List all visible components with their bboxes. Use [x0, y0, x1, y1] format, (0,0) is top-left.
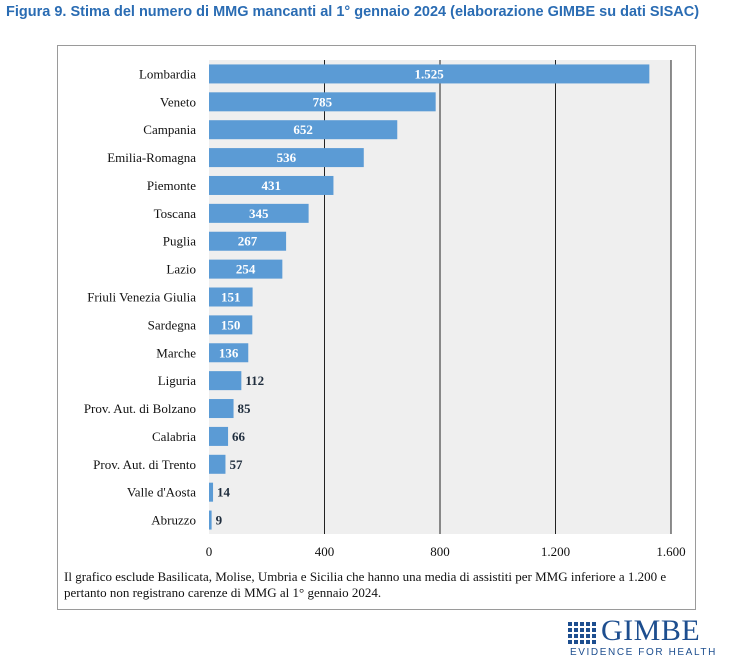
bar [209, 482, 214, 502]
category-label: Sardegna [148, 317, 197, 332]
bar [209, 175, 334, 195]
x-tick-label: 800 [430, 544, 450, 559]
category-label: Marche [156, 345, 196, 360]
data-label: 57 [229, 457, 243, 472]
x-tick-label: 1.200 [541, 544, 570, 559]
figure-title: Figura 9. Stima del numero di MMG mancan… [6, 4, 700, 20]
bar [209, 343, 249, 363]
bar [209, 203, 309, 223]
category-label: Prov. Aut. di Trento [93, 457, 196, 472]
data-label: 112 [245, 373, 264, 388]
data-label: 431 [261, 178, 281, 193]
category-label: Lombardia [139, 66, 196, 81]
data-label: 14 [217, 485, 231, 500]
data-label: 85 [238, 401, 252, 416]
category-label: Emilia-Romagna [107, 150, 196, 165]
category-label: Abruzzo [151, 513, 196, 528]
bar [209, 371, 242, 391]
logo-grid-icon [568, 622, 596, 644]
category-label: Friuli Venezia Giulia [87, 290, 196, 305]
bar [209, 399, 234, 419]
figure-note: Il grafico esclude Basilicata, Molise, U… [64, 569, 667, 600]
data-label: 267 [238, 234, 258, 249]
category-label: Calabria [152, 429, 196, 444]
bar [209, 120, 398, 140]
logo-tagline: EVIDENCE FOR HEALTH [570, 647, 717, 658]
data-label: 1.525 [415, 66, 445, 81]
bar [209, 231, 287, 251]
data-label: 536 [277, 150, 297, 165]
category-label: Lazio [166, 262, 196, 277]
bar [209, 287, 253, 307]
data-label: 9 [216, 513, 223, 528]
x-tick-label: 0 [206, 544, 213, 559]
category-label: Puglia [163, 234, 196, 249]
x-tick-label: 1.600 [656, 544, 685, 559]
bar [209, 315, 253, 335]
bar [209, 259, 283, 279]
data-label: 652 [293, 122, 313, 137]
bar [209, 426, 229, 446]
data-label: 254 [236, 262, 256, 277]
category-label: Toscana [154, 206, 197, 221]
category-label: Veneto [160, 94, 196, 109]
category-label: Campania [143, 122, 196, 137]
category-label: Liguria [158, 373, 196, 388]
data-label: 151 [221, 290, 241, 305]
gimbe-logo: GIMBE EVIDENCE FOR HEALTH [568, 614, 715, 662]
data-label: 785 [313, 94, 333, 109]
x-tick-label: 400 [315, 544, 335, 559]
category-label: Valle d'Aosta [127, 485, 196, 500]
bar [209, 510, 212, 530]
data-label: 66 [232, 429, 246, 444]
bar [209, 148, 364, 168]
category-label: Prov. Aut. di Bolzano [84, 401, 196, 416]
data-label: 136 [219, 345, 239, 360]
bar [209, 64, 650, 84]
data-label: 150 [221, 317, 241, 332]
logo-wordmark: GIMBE [601, 614, 701, 647]
data-label: 345 [249, 206, 269, 221]
bar [209, 92, 436, 112]
bar [209, 454, 226, 474]
category-label: Piemonte [147, 178, 196, 193]
